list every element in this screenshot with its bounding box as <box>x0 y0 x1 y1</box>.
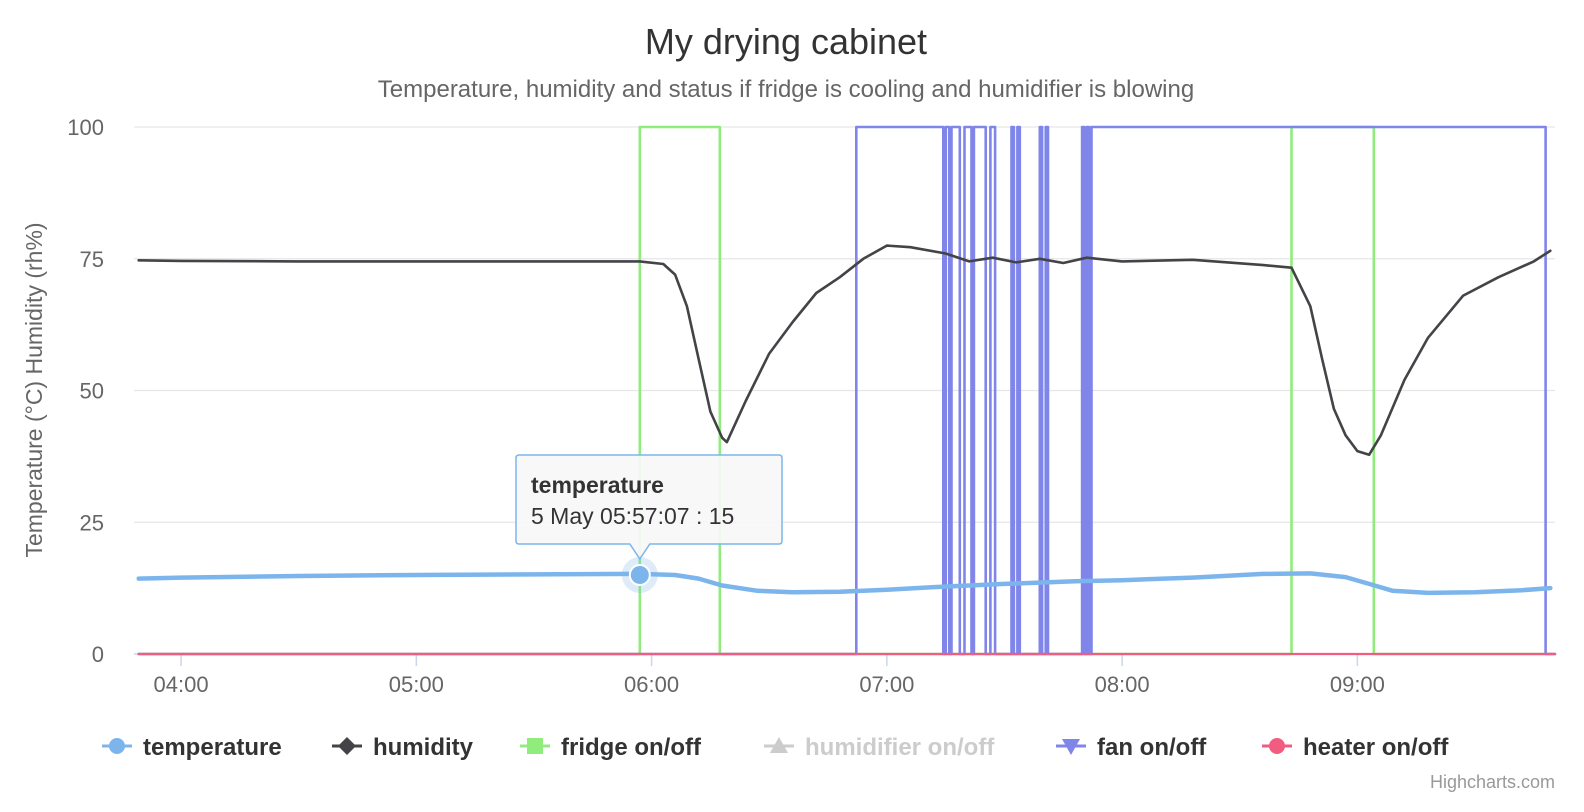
x-tick-label-5: 09:00 <box>1330 672 1385 697</box>
legend-item-fan-on-off[interactable]: fan on/off <box>1056 734 1207 761</box>
hover-marker-layer <box>621 556 658 593</box>
hover-point <box>628 563 651 586</box>
legend-symbol-fan-on-off <box>1062 739 1080 755</box>
tooltip-title: temperature <box>531 472 664 498</box>
legend-symbol-temperature <box>109 738 125 754</box>
legend-symbol-humidifier-on-off <box>770 737 788 753</box>
legend-symbol-fridge-on-off <box>527 738 543 754</box>
x-tick-label-2: 06:00 <box>624 672 679 697</box>
legend-symbol-heater-on-off <box>1269 738 1285 754</box>
series-line-temperature[interactable] <box>136 571 1553 596</box>
legend-item-humidity[interactable]: humidity <box>332 734 474 761</box>
tooltip: temperature 5 May 05:57:07 : 15 <box>515 454 783 561</box>
y-axis-ticks: 0 25 50 75 100 <box>67 115 104 667</box>
tooltip-text: 5 May 05:57:07 : 15 <box>531 503 734 529</box>
legend-item-temperature[interactable]: temperature <box>102 734 282 761</box>
legend-item-humidifier-on-off[interactable]: humidifier on/off <box>764 734 995 761</box>
legend-item-fridge-on-off[interactable]: fridge on/off <box>520 734 702 761</box>
x-tick-label-1: 05:00 <box>389 672 444 697</box>
y-tick-label-100: 100 <box>67 115 104 140</box>
grid-lines <box>134 126 1555 523</box>
legend-symbol-humidity <box>338 737 356 755</box>
credits-link[interactable]: Highcharts.com <box>1430 772 1555 792</box>
y-tick-label-25: 25 <box>80 510 104 535</box>
tooltip-box <box>515 454 783 561</box>
x-tick-label-3: 07:00 <box>859 672 914 697</box>
x-tick-label-4: 08:00 <box>1095 672 1150 697</box>
legend: temperature humidity fridge on/off humidifi… <box>102 734 1449 761</box>
legend-label-humidifier-on-off: humidifier on/off <box>805 734 995 761</box>
plot-series[interactable] <box>136 125 1557 656</box>
y-tick-label-75: 75 <box>80 247 104 272</box>
legend-label-temperature: temperature <box>143 734 282 761</box>
y-axis-title: Temperature (°C) Humidity (rh%) <box>21 222 47 557</box>
series-line-humidity[interactable] <box>137 244 1552 457</box>
chart-title: My drying cabinet <box>645 21 927 62</box>
legend-label-fan-on-off: fan on/off <box>1097 734 1207 761</box>
legend-label-humidity: humidity <box>373 734 474 761</box>
y-tick-label-0: 0 <box>92 642 104 667</box>
x-tick-label-0: 04:00 <box>154 672 209 697</box>
legend-label-fridge-on-off: fridge on/off <box>561 734 702 761</box>
chart-subtitle: Temperature, humidity and status if frid… <box>378 76 1194 103</box>
y-tick-label-50: 50 <box>80 379 104 404</box>
legend-label-heater-on-off: heater on/off <box>1303 734 1449 761</box>
legend-item-heater-on-off[interactable]: heater on/off <box>1262 734 1449 761</box>
